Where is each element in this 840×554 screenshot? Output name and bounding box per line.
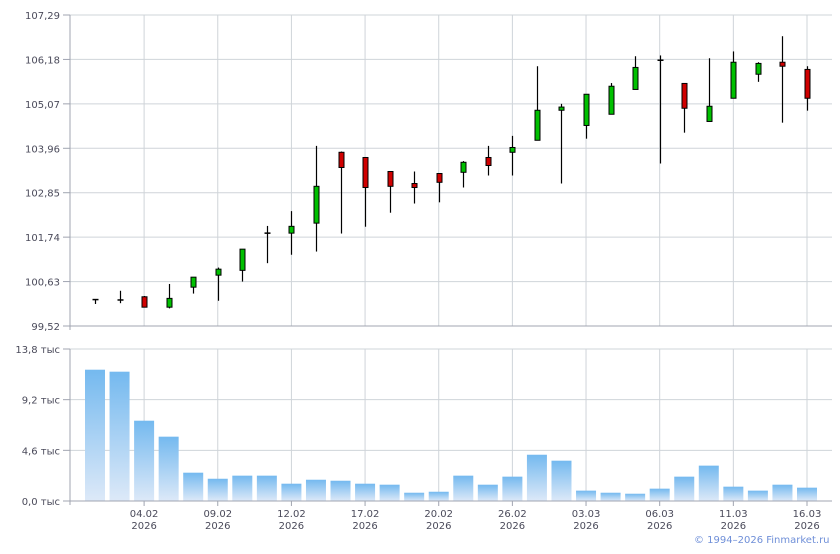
x-tick-label-year: 2026 — [647, 521, 672, 532]
x-tick-label-year: 2026 — [721, 521, 746, 532]
x-tick-label-date: 03.03 — [572, 509, 601, 520]
volume-bar — [428, 491, 449, 501]
volume-bar — [256, 475, 277, 501]
candle-body — [755, 62, 762, 75]
volume-bar — [625, 493, 646, 501]
volume-bar — [305, 479, 326, 501]
x-tick-label-date: 12.02 — [277, 509, 306, 520]
candle-body — [804, 68, 811, 99]
x-tick-label-date: 04.02 — [130, 509, 159, 520]
x-tick-label-date: 09.02 — [203, 509, 232, 520]
price-tick-label: 103,96 — [25, 144, 60, 155]
candle-body — [534, 109, 541, 141]
volume-bar — [772, 484, 793, 501]
candle-body — [485, 156, 492, 166]
volume-bar — [576, 490, 597, 501]
candle-body — [411, 183, 418, 189]
candle-body — [313, 185, 320, 224]
volume-tick-label: 9,2 тыс — [22, 396, 60, 407]
volume-bar — [158, 436, 179, 501]
x-tick-label-year: 2026 — [500, 521, 525, 532]
candle-body — [362, 156, 369, 189]
volume-bar — [649, 488, 670, 501]
x-tick-label-date: 16.03 — [793, 509, 822, 520]
x-tick-label-date: 11.03 — [719, 509, 748, 520]
x-tick-label-date: 17.02 — [351, 509, 380, 520]
x-tick-label-year: 2026 — [794, 521, 819, 532]
x-tick-label-year: 2026 — [573, 521, 598, 532]
volume-bar — [797, 487, 817, 501]
x-tick-label-date: 06.03 — [645, 509, 674, 520]
volume-bar — [723, 486, 744, 501]
x-tick-label-year: 2026 — [279, 521, 304, 532]
candle-body — [608, 85, 615, 115]
candle-body — [779, 61, 786, 67]
volume-bar — [134, 420, 155, 501]
candle-body — [583, 93, 590, 126]
volume-bar — [600, 492, 621, 501]
x-tick-label-year: 2026 — [352, 521, 377, 532]
candle-body — [730, 61, 737, 99]
volume-bar — [85, 369, 105, 501]
price-tick-label: 106,18 — [25, 55, 60, 66]
candle-body — [436, 173, 443, 183]
price-tick-label: 101,74 — [25, 233, 60, 244]
volume-bar — [379, 484, 400, 501]
volume-bar — [453, 475, 474, 501]
candle-body — [288, 225, 295, 234]
candle-body — [215, 268, 222, 276]
volume-bar — [477, 484, 498, 501]
volume-bar — [183, 472, 204, 501]
volume-bar — [355, 483, 376, 501]
price-tick-label: 105,07 — [25, 100, 60, 111]
candle-body — [509, 146, 516, 153]
volume-bar — [232, 475, 253, 501]
volume-bar — [526, 454, 547, 501]
x-tick-label-year: 2026 — [426, 521, 451, 532]
candle-body — [460, 161, 467, 173]
candle-body — [239, 248, 246, 271]
candle-body — [338, 151, 345, 168]
candle-body — [558, 106, 565, 111]
candle-body — [141, 296, 148, 308]
volume-bar — [674, 476, 695, 501]
candle-body — [166, 297, 173, 308]
volume-bar — [404, 492, 425, 501]
volume-tick-label: 0,0 тыс — [22, 497, 60, 508]
volume-bar — [281, 483, 302, 501]
candle-body — [387, 171, 394, 187]
price-tick-label: 99,52 — [31, 322, 60, 333]
volume-bar — [747, 490, 768, 501]
candle-body — [706, 105, 713, 122]
price-tick-label: 107,29 — [25, 11, 60, 22]
volume-tick-label: 4,6 тыс — [22, 446, 60, 457]
x-tick-label-date: 20.02 — [424, 509, 453, 520]
volume-bar — [502, 476, 523, 501]
volume-tick-label: 13,8 тыс — [15, 345, 60, 356]
candle-body — [632, 66, 639, 90]
x-tick-label-date: 26.02 — [498, 509, 527, 520]
volume-bar — [109, 371, 130, 501]
volume-bar — [551, 460, 572, 501]
volume-bar — [330, 480, 351, 501]
candle-body — [190, 276, 197, 288]
price-tick-label: 100,63 — [25, 278, 60, 289]
volume-bar — [207, 478, 228, 501]
candle-body — [681, 82, 688, 109]
copyright-text: © 1994–2026 Finmarket.ru — [694, 535, 830, 546]
volume-bar — [698, 465, 719, 501]
price-tick-label: 102,85 — [25, 189, 60, 200]
x-tick-label-year: 2026 — [205, 521, 230, 532]
x-tick-label-year: 2026 — [131, 521, 156, 532]
